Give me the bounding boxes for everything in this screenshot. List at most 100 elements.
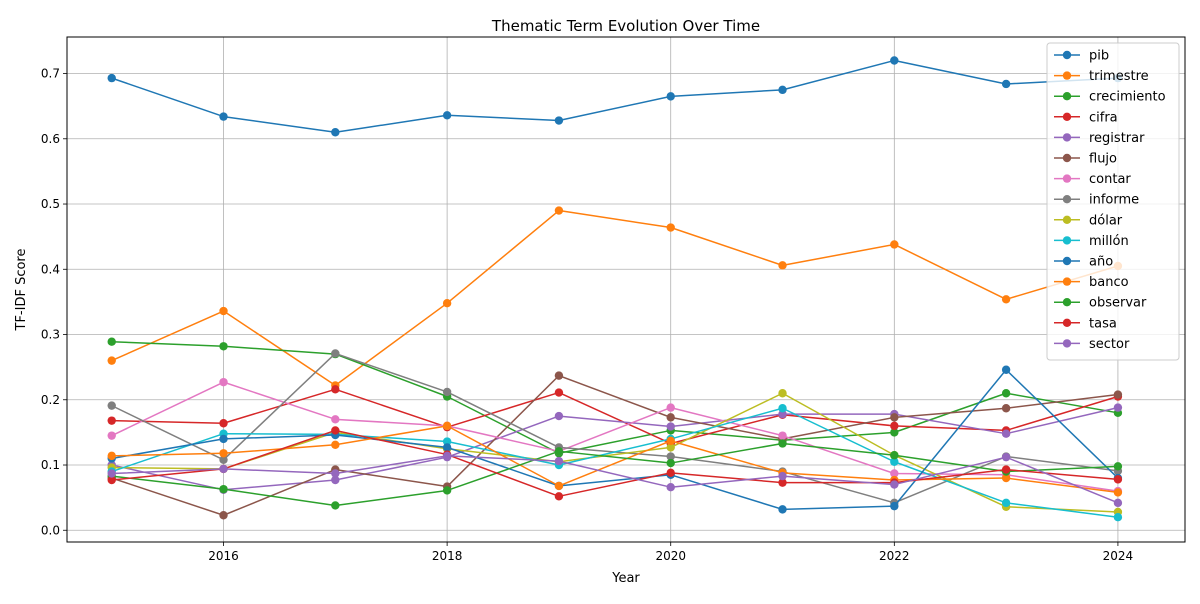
data-point bbox=[1113, 390, 1123, 399]
data-point bbox=[1113, 513, 1123, 522]
series-line bbox=[111, 392, 1118, 513]
legend-marker bbox=[1062, 174, 1072, 183]
series-crecimiento bbox=[107, 337, 1123, 458]
data-point bbox=[666, 468, 675, 478]
legend-item: contar bbox=[1054, 172, 1131, 187]
series-informe bbox=[107, 349, 1123, 508]
data-point bbox=[778, 471, 787, 481]
series-line bbox=[111, 381, 1119, 492]
axis-ticks: 2016 2018 2020 2022 2024 0.0 0.1 0.2 0.3 0.4 0.5 0.… bbox=[41, 67, 1133, 563]
data-point bbox=[1001, 465, 1011, 474]
legend-label: crecimiento bbox=[1089, 90, 1166, 105]
legend-label: tasa bbox=[1089, 316, 1117, 331]
data-point bbox=[442, 451, 452, 461]
series-line bbox=[111, 340, 1119, 455]
series-año bbox=[107, 365, 1123, 514]
series-layer bbox=[107, 56, 1123, 522]
data-point bbox=[442, 443, 452, 452]
data-point bbox=[554, 206, 564, 215]
data-point bbox=[219, 484, 228, 494]
legend-item: dólar bbox=[1054, 213, 1123, 228]
data-point bbox=[890, 428, 899, 437]
series-sector bbox=[107, 451, 1123, 508]
series-banco bbox=[107, 421, 1123, 497]
data-point bbox=[219, 377, 228, 387]
data-point bbox=[219, 449, 228, 458]
data-point bbox=[666, 443, 675, 452]
series-line bbox=[111, 59, 1118, 134]
legend-label: trimestre bbox=[1089, 69, 1149, 84]
legend-label: contar bbox=[1089, 172, 1131, 187]
legend-marker bbox=[1062, 236, 1072, 245]
data-point bbox=[778, 404, 787, 413]
data-point bbox=[1001, 452, 1011, 462]
data-point bbox=[666, 92, 675, 101]
data-point bbox=[666, 458, 675, 468]
legend-item: trimestre bbox=[1054, 69, 1149, 84]
legend-label: banco bbox=[1089, 275, 1129, 290]
data-point bbox=[1001, 498, 1011, 508]
data-point bbox=[554, 447, 564, 456]
y-tick-label: 0.6 bbox=[41, 132, 60, 146]
y-tick-label: 0.3 bbox=[41, 328, 60, 342]
data-point bbox=[1001, 473, 1011, 483]
data-point bbox=[554, 388, 564, 397]
data-point bbox=[1001, 295, 1011, 304]
data-point bbox=[107, 73, 116, 83]
series-line bbox=[111, 455, 1119, 504]
data-point bbox=[666, 223, 675, 232]
data-point bbox=[331, 415, 340, 424]
legend: pib trimestre crecimiento cifra registrar flu… bbox=[1046, 42, 1180, 361]
legend-item: millón bbox=[1054, 234, 1129, 249]
data-point bbox=[442, 111, 452, 120]
data-point bbox=[219, 464, 228, 474]
y-axis-label: TF-IDF Score bbox=[14, 249, 29, 332]
data-point bbox=[890, 457, 899, 466]
data-point bbox=[1001, 365, 1011, 374]
grid-lines bbox=[67, 37, 1185, 542]
series-line bbox=[111, 369, 1119, 511]
series-line bbox=[111, 209, 1119, 387]
data-point bbox=[554, 492, 564, 501]
series-line bbox=[111, 442, 1118, 507]
data-point bbox=[331, 475, 340, 485]
data-point bbox=[442, 299, 452, 308]
data-point bbox=[778, 409, 787, 419]
data-point bbox=[107, 469, 116, 478]
legend-item: año bbox=[1054, 255, 1113, 270]
series-line bbox=[111, 406, 1119, 491]
data-point bbox=[442, 421, 452, 431]
data-point bbox=[666, 482, 675, 492]
data-point bbox=[778, 431, 787, 440]
data-point bbox=[1001, 404, 1011, 413]
data-point bbox=[778, 261, 787, 270]
data-point bbox=[219, 419, 228, 428]
data-point bbox=[1113, 462, 1123, 471]
data-point bbox=[666, 436, 675, 446]
legend-marker bbox=[1062, 71, 1072, 80]
x-tick-label: 2022 bbox=[879, 549, 910, 563]
series-line bbox=[111, 407, 1119, 518]
data-point bbox=[442, 387, 452, 397]
data-point bbox=[554, 116, 564, 125]
data-point bbox=[554, 411, 564, 421]
plot-frame bbox=[66, 36, 1186, 543]
data-point bbox=[331, 385, 340, 394]
legend-marker bbox=[1062, 153, 1072, 163]
data-point bbox=[107, 401, 116, 410]
legend-item: pib bbox=[1054, 49, 1109, 64]
legend-item: crecimiento bbox=[1054, 90, 1166, 105]
data-point bbox=[107, 431, 116, 440]
data-point bbox=[331, 440, 340, 449]
chart-title: Thematic Term Evolution Over Time bbox=[491, 17, 760, 35]
data-point bbox=[219, 306, 228, 316]
legend-box bbox=[1046, 42, 1180, 361]
series-line bbox=[111, 374, 1119, 516]
data-point bbox=[331, 349, 340, 358]
data-point bbox=[1113, 488, 1123, 497]
legend-item: registrar bbox=[1054, 131, 1145, 146]
legend-marker bbox=[1062, 277, 1072, 286]
data-point bbox=[778, 439, 787, 448]
data-point bbox=[554, 481, 564, 491]
legend-label: informe bbox=[1089, 193, 1139, 208]
